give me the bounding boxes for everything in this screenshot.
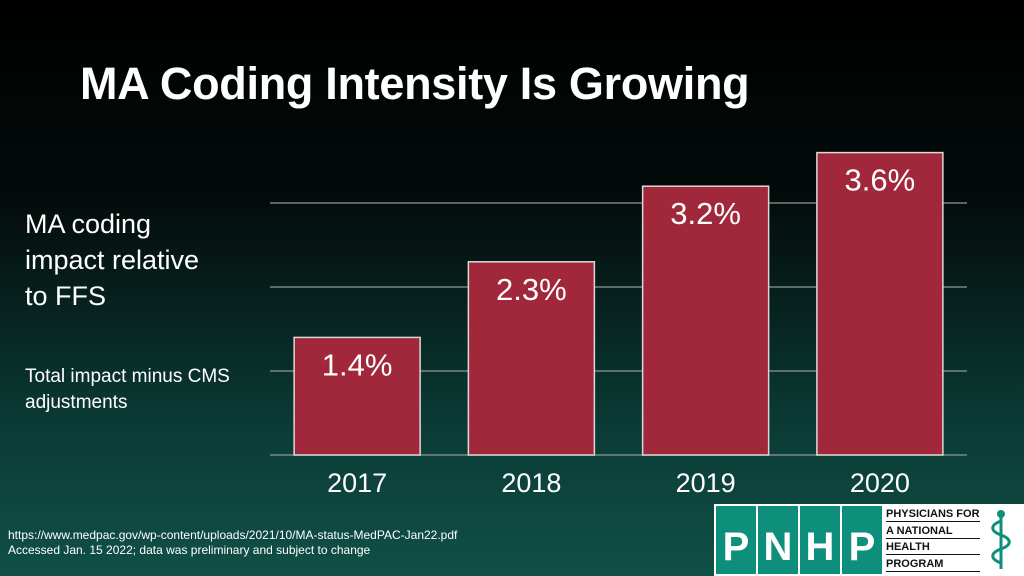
bar-2020 xyxy=(816,151,944,456)
source-citation: https://www.medpac.gov/wp-content/upload… xyxy=(8,528,457,558)
x-tick-label-2020: 2020 xyxy=(850,468,910,498)
logo-text: PHYSICIANS FOR A NATIONAL HEALTH PROGRAM xyxy=(886,504,980,576)
logo-line: A NATIONAL xyxy=(886,525,980,539)
pnhp-logo: P N H P PHYSICIANS FOR A NATIONAL HEALTH… xyxy=(714,504,1024,576)
source-note: Accessed Jan. 15 2022; data was prelimin… xyxy=(8,543,371,557)
data-label-2017: 1.4% xyxy=(322,347,393,382)
logo-letter: H xyxy=(800,506,840,574)
page-title: MA Coding Intensity Is Growing xyxy=(80,58,750,109)
bar-chart: 1.4% 2017 2.3% 2018 3.2% 2019 3.6% 2020 xyxy=(270,151,967,498)
logo-letter: P xyxy=(842,506,882,574)
bar-2019 xyxy=(641,185,770,456)
logo-letter: P xyxy=(716,506,756,574)
data-label-2020: 3.6% xyxy=(845,163,916,198)
x-tick-label-2018: 2018 xyxy=(501,468,561,498)
caduceus-icon xyxy=(980,504,1022,576)
x-tick-label-2017: 2017 xyxy=(327,468,387,498)
chart-subdescription: Total impact minus CMS adjustments xyxy=(25,366,230,413)
bar-2017 xyxy=(293,336,421,456)
logo-letter: N xyxy=(758,506,798,574)
logo-line: PROGRAM xyxy=(886,558,980,572)
x-tick-label-2019: 2019 xyxy=(676,468,736,498)
logo-letters: P N H P xyxy=(714,504,882,576)
bars xyxy=(293,151,944,456)
data-label-2018: 2.3% xyxy=(496,272,567,307)
logo-line: PHYSICIANS FOR xyxy=(886,508,980,522)
logo-line: HEALTH xyxy=(886,541,980,556)
data-label-2019: 3.2% xyxy=(670,196,741,231)
source-url: https://www.medpac.gov/wp-content/upload… xyxy=(8,528,458,542)
bar-2018 xyxy=(467,261,596,456)
labels: 1.4% 2017 2.3% 2018 3.2% 2019 3.6% 2020 xyxy=(322,163,915,498)
chart-description: MA coding impact relative to FFS xyxy=(25,209,200,311)
